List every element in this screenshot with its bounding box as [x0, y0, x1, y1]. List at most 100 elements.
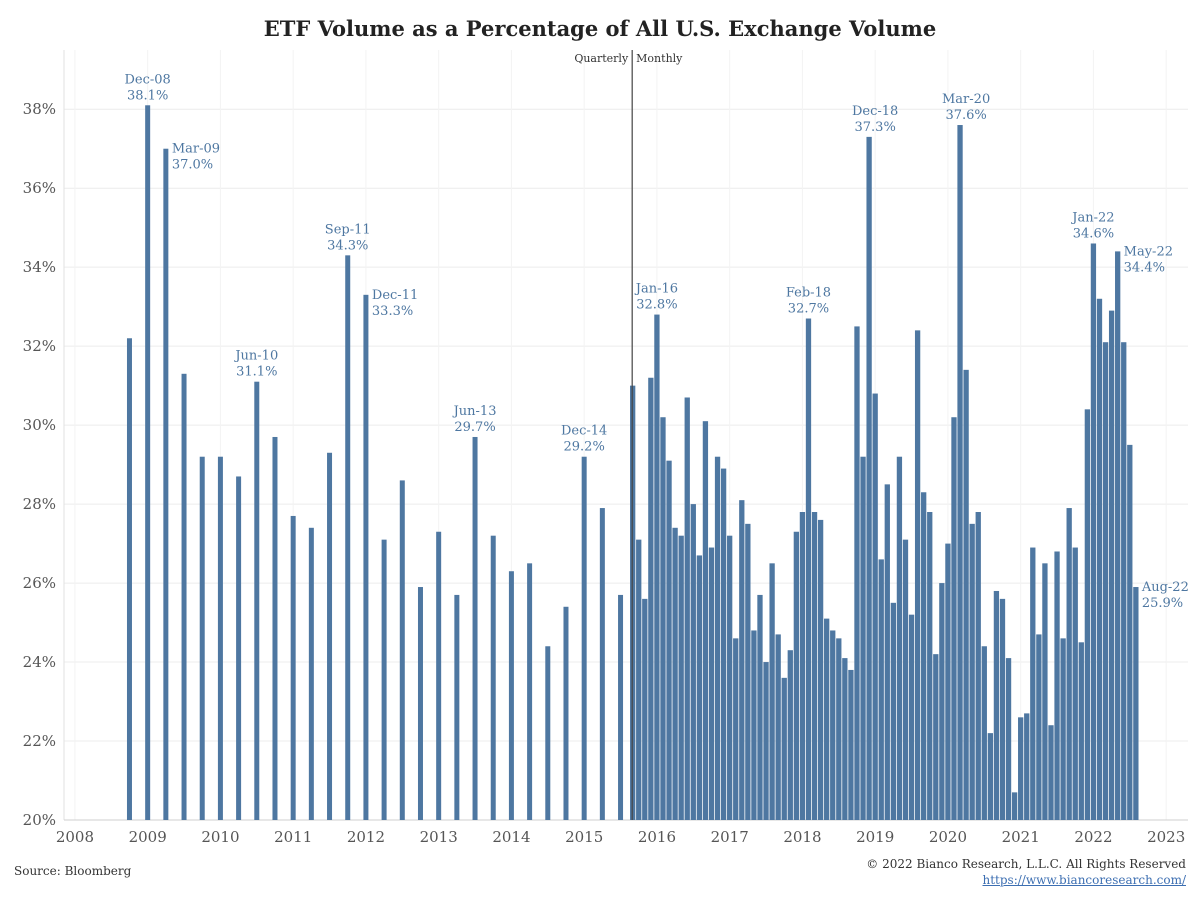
bar: [939, 583, 945, 820]
bar: [1108, 310, 1115, 820]
bar: [1072, 547, 1078, 820]
bar: [866, 136, 872, 820]
bar: [824, 618, 830, 820]
bar: [908, 614, 915, 820]
bar: [769, 563, 775, 820]
bar: [763, 662, 769, 820]
x-tick-label: 2020: [929, 828, 967, 846]
bar: [757, 594, 763, 820]
annotation-value: 29.7%: [454, 420, 495, 435]
bar: [890, 602, 897, 820]
bar: [708, 547, 715, 820]
divider-label-quarterly: Quarterly: [574, 52, 629, 65]
bar: [1005, 658, 1012, 820]
bar: [1054, 551, 1060, 820]
x-tick-label: 2023: [1147, 828, 1185, 846]
bar: [1042, 563, 1048, 820]
bar: [1011, 792, 1018, 820]
bar: [272, 436, 278, 820]
annotation-value: 34.3%: [327, 238, 368, 253]
bar: [751, 630, 757, 820]
bar: [842, 658, 848, 820]
bar: [490, 535, 496, 820]
bar: [1096, 298, 1103, 820]
y-tick-label: 38%: [23, 100, 56, 118]
annotation-date: Jun-13: [452, 404, 497, 419]
annotation-date: Dec-08: [124, 72, 170, 87]
bar: [660, 417, 666, 820]
website-link[interactable]: https://www.biancoresearch.com/: [982, 873, 1186, 887]
bar: [1030, 547, 1036, 820]
annotation-value: 37.6%: [945, 108, 986, 123]
bar: [969, 523, 975, 820]
bar: [678, 535, 684, 820]
bar: [836, 638, 842, 820]
bar: [581, 456, 587, 820]
bar: [733, 638, 739, 820]
x-tick-label: 2014: [492, 828, 530, 846]
annotation-date: May-22: [1124, 244, 1173, 259]
bar: [690, 504, 696, 820]
y-tick-label: 24%: [23, 653, 56, 671]
bar: [672, 527, 678, 820]
copyright-text: © 2022 Bianco Research, L.L.C. All Right…: [866, 857, 1186, 871]
annotation-date: Sep-11: [325, 222, 371, 237]
bar: [563, 606, 569, 820]
y-tick-label: 32%: [23, 337, 56, 355]
bar: [1102, 342, 1109, 820]
y-tick-label: 34%: [23, 258, 56, 276]
footer-credits: © 2022 Bianco Research, L.L.C. All Right…: [866, 856, 1186, 888]
bar: [781, 677, 787, 820]
bar: [345, 255, 351, 821]
bar: [684, 397, 690, 820]
y-tick-label: 36%: [23, 179, 56, 197]
bar: [436, 531, 442, 820]
annotation-value: 38.1%: [127, 88, 168, 103]
bar: [1127, 444, 1133, 820]
bar: [817, 519, 824, 820]
bar: [902, 539, 909, 820]
bar: [963, 369, 969, 820]
annotation-date: Aug-22: [1141, 580, 1189, 595]
bar: [945, 543, 951, 820]
bar: [181, 373, 187, 820]
bar: [648, 377, 654, 820]
bar: [884, 484, 890, 820]
bar: [860, 456, 866, 820]
annotation-date: Dec-14: [561, 424, 607, 439]
bar: [381, 539, 387, 820]
bar: [1084, 409, 1091, 820]
bar: [775, 634, 781, 820]
bar: [951, 417, 957, 820]
annotation-value: 37.0%: [172, 158, 213, 173]
bar: [126, 338, 132, 820]
bar: [508, 571, 514, 820]
bar: [163, 148, 169, 820]
bar: [417, 587, 423, 820]
y-tick-label: 26%: [23, 574, 56, 592]
bar: [914, 330, 921, 820]
x-tick-label: 2009: [129, 828, 167, 846]
bar: [454, 594, 460, 820]
bar: [975, 512, 981, 820]
x-tick-label: 2021: [1002, 828, 1040, 846]
annotation-date: Jan-22: [1070, 210, 1114, 225]
bar: [848, 669, 854, 820]
annotation-value: 29.2%: [564, 440, 605, 455]
bar: [236, 476, 242, 820]
bar: [636, 539, 642, 820]
bar: [199, 456, 205, 820]
annotation-date: Jun-10: [233, 349, 278, 364]
bar: [618, 594, 624, 820]
annotation-date: Feb-18: [786, 286, 831, 301]
bar: [927, 512, 933, 820]
bar: [921, 492, 927, 820]
bar: [957, 125, 963, 821]
x-tick-label: 2016: [638, 828, 676, 846]
bar: [527, 563, 533, 820]
bar: [399, 480, 405, 820]
bar: [702, 421, 709, 820]
bar: [981, 646, 987, 820]
annotation-date: Dec-18: [852, 104, 898, 119]
